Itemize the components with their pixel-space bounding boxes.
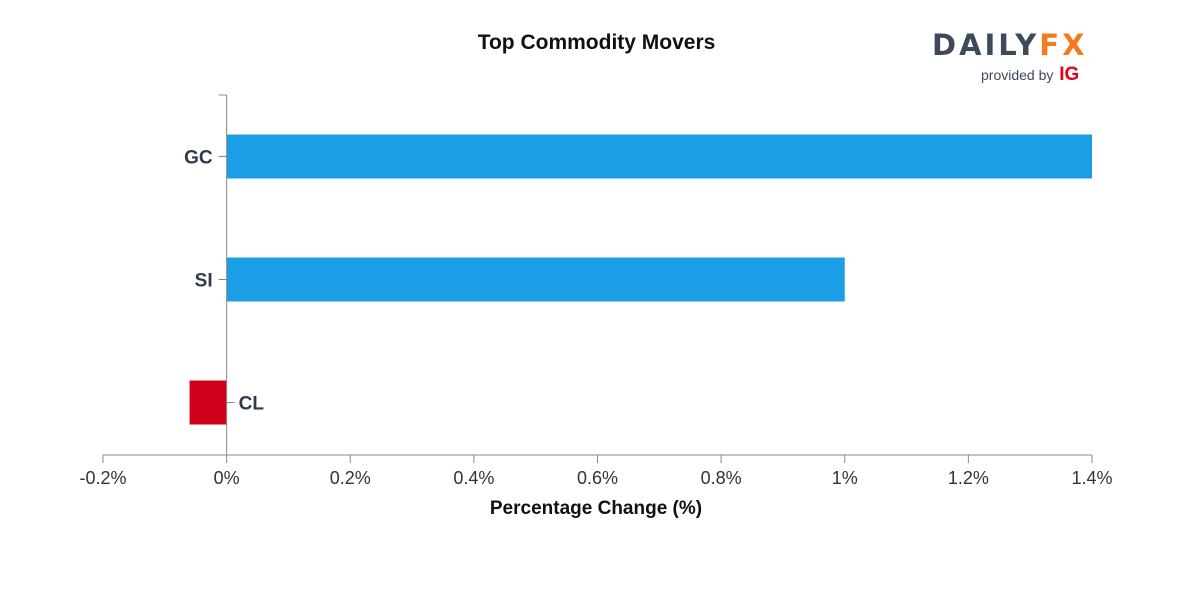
brand-name-daily: DAILY xyxy=(932,28,1040,62)
x-tick-label: 1.4% xyxy=(1071,468,1112,488)
provided-by-text: provided by xyxy=(981,67,1054,83)
bars-layer xyxy=(189,134,1092,425)
brand-wordmark: DAILYFX xyxy=(932,28,1087,62)
bar-cl xyxy=(189,380,227,425)
x-tick-label: 0.2% xyxy=(330,468,371,488)
ig-logo: IG xyxy=(1059,64,1080,85)
x-tick-label: 0.4% xyxy=(453,468,494,488)
category-label-cl: CL xyxy=(239,394,265,415)
chart-title: Top Commodity Movers xyxy=(477,31,716,54)
labels-layer: GC SI CL -0.2% 0% 0.2% 0.4% 0.6% 0.8% 1% 1.2% 1.4% xyxy=(79,148,1112,489)
dailyfx-logo: DAILYFX provided by IG xyxy=(928,28,1098,88)
axes-layer xyxy=(102,94,1093,463)
x-tick-label: 1% xyxy=(832,468,858,488)
brand-name-fx: FX xyxy=(1039,28,1088,62)
x-tick-label: 0.6% xyxy=(577,468,618,488)
x-tick-label: 0.8% xyxy=(701,468,742,488)
bar-gc xyxy=(226,134,1092,179)
x-tick-label: -0.2% xyxy=(79,468,126,488)
bar-si xyxy=(226,257,845,302)
category-label-gc: GC xyxy=(184,148,213,169)
category-label-si: SI xyxy=(195,271,213,292)
x-tick-label: 0% xyxy=(214,468,240,488)
x-axis-title: Percentage Change (%) xyxy=(490,498,702,519)
x-tick-label: 1.2% xyxy=(948,468,989,488)
brand-tagline: provided by IG xyxy=(981,64,1079,86)
